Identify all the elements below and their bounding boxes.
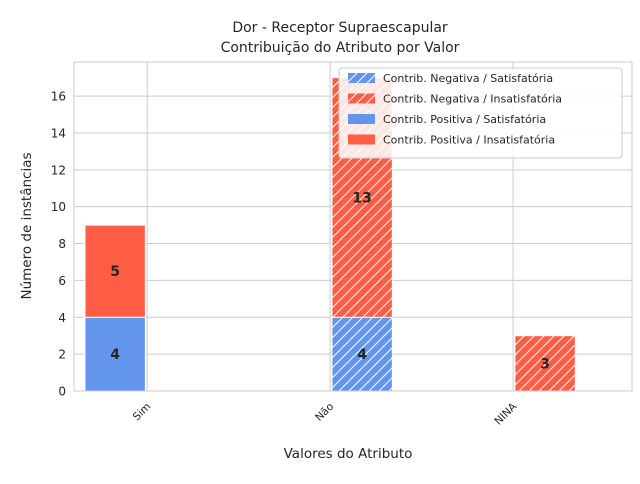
bar-labels: 4 5 4 13 3 bbox=[110, 190, 550, 372]
y-axis-label: Número de instâncias bbox=[19, 152, 35, 299]
chart-subtitle: Contribuição do Atributo por Valor bbox=[221, 40, 460, 56]
y-tick-label: 14 bbox=[51, 126, 66, 140]
x-tick-label: Não bbox=[313, 401, 336, 424]
legend-swatch bbox=[348, 134, 375, 145]
x-tick-label: NINA bbox=[492, 400, 519, 427]
y-tick-label: 16 bbox=[51, 90, 66, 104]
bar-negativa-insatisfatoria-hatch bbox=[514, 335, 576, 391]
legend-swatch-hatch bbox=[348, 93, 375, 104]
legend-label: Contrib. Negativa / Satisfatória bbox=[383, 72, 553, 85]
y-tick-label: 10 bbox=[51, 200, 66, 214]
legend-label: Contrib. Positiva / Insatisfatória bbox=[383, 134, 555, 147]
chart-title: Dor - Receptor Supraescapular bbox=[232, 20, 448, 36]
bar-positiva-satisfatoria bbox=[84, 316, 146, 392]
legend: Contrib. Negativa / Satisfatória Contrib.… bbox=[338, 67, 623, 159]
y-ticks: 0 2 4 6 8 10 12 14 16 bbox=[51, 90, 66, 399]
bar-value-label: 3 bbox=[540, 356, 550, 372]
x-ticks: Sim Não NINA bbox=[131, 400, 520, 427]
bar-negativa-satisfatoria-hatch bbox=[331, 317, 393, 391]
y-tick-label: 4 bbox=[58, 311, 66, 325]
legend-label: Contrib. Negativa / Insatisfatória bbox=[383, 93, 562, 106]
legend-frame bbox=[338, 67, 623, 159]
y-tick-label: 6 bbox=[58, 274, 66, 288]
bar-value-label: 4 bbox=[357, 347, 367, 363]
legend-swatch bbox=[348, 114, 375, 124]
y-tick-label: 2 bbox=[58, 348, 66, 362]
x-axis-label: Valores do Atributo bbox=[284, 446, 413, 462]
bar-positiva-insatisfatoria bbox=[84, 224, 146, 318]
legend-swatch-hatch bbox=[348, 73, 375, 83]
bar-value-label: 4 bbox=[110, 347, 120, 363]
plot-frame bbox=[73, 61, 633, 392]
bar-value-label: 5 bbox=[110, 264, 120, 280]
y-tick-label: 8 bbox=[58, 237, 66, 251]
bar-value-label: 13 bbox=[352, 190, 371, 206]
y-tick-label: 12 bbox=[51, 163, 66, 177]
legend-label: Contrib. Positiva / Satisfatória bbox=[383, 113, 546, 126]
x-tick-label: Sim bbox=[131, 401, 153, 423]
y-tick-label: 0 bbox=[58, 385, 66, 399]
